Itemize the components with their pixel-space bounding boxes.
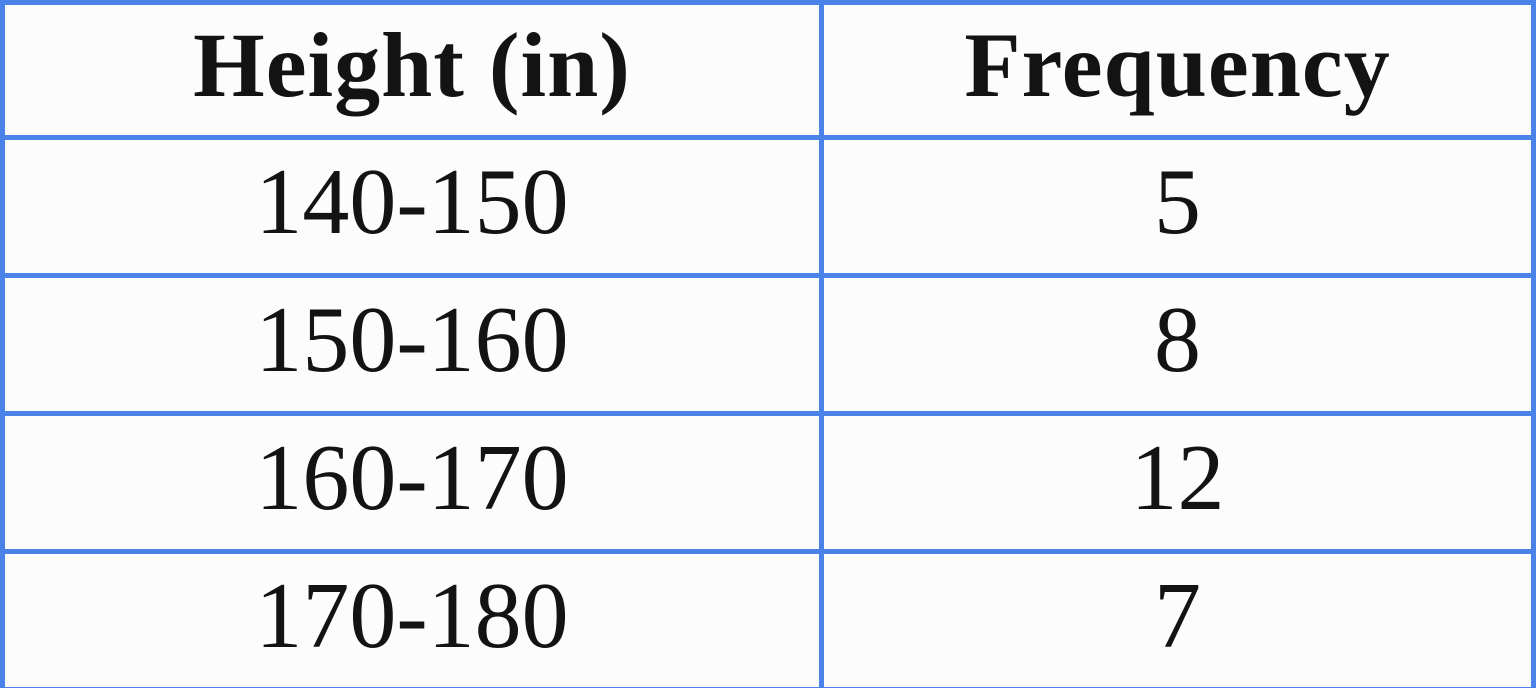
column-header-frequency: Frequency — [819, 0, 1536, 140]
table-row: 140-150 5 — [0, 135, 1536, 278]
height-range-cell: 150-160 — [0, 273, 825, 416]
frequency-cell: 5 — [819, 135, 1536, 278]
height-range-cell: 170-180 — [0, 549, 825, 688]
column-header-height: Height (in) — [0, 0, 825, 140]
frequency-cell: 8 — [819, 273, 1536, 416]
header-row: Height (in) Frequency — [0, 0, 1536, 140]
table-row: 170-180 7 — [0, 549, 1536, 688]
table-row: 160-170 12 — [0, 411, 1536, 554]
frequency-cell: 12 — [819, 411, 1536, 554]
table-row: 150-160 8 — [0, 273, 1536, 416]
frequency-cell: 7 — [819, 549, 1536, 688]
height-range-cell: 160-170 — [0, 411, 825, 554]
height-range-cell: 140-150 — [0, 135, 825, 278]
